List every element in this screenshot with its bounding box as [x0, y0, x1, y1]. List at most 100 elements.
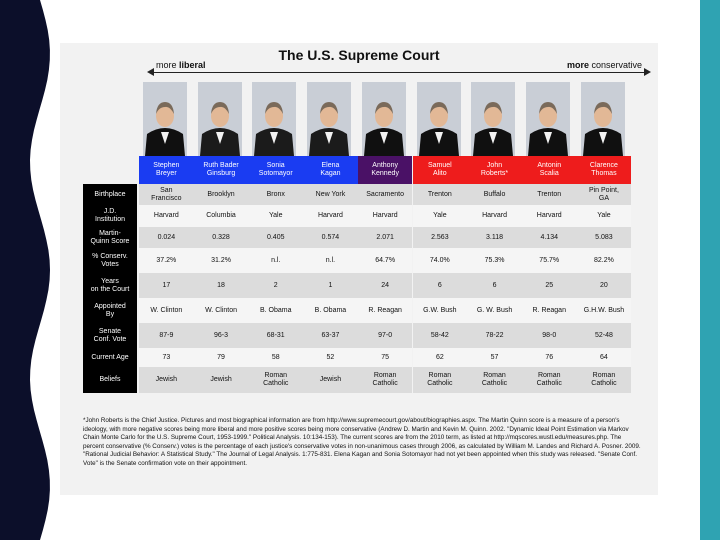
- justice-portrait: [252, 82, 297, 156]
- table-cell: 0.024: [139, 227, 194, 248]
- table-cell: Harvard: [521, 205, 577, 227]
- justice-name: Elena Kagan: [303, 156, 358, 184]
- table-cell: New York: [303, 184, 358, 205]
- ideology-axis-line: [153, 72, 645, 73]
- justice-name: Clarence Thomas: [576, 156, 632, 184]
- row-label: Martin- Quinn Score: [83, 227, 137, 248]
- table-cell: R. Reagan: [521, 298, 577, 323]
- table-cell: Harvard: [357, 205, 413, 227]
- more-liberal-label: more liberal: [156, 60, 206, 70]
- arrow-right-icon: [644, 68, 651, 76]
- table-cell: 96-3: [193, 323, 249, 348]
- table-cell: B. Obama: [303, 298, 358, 323]
- table-cell: Trenton: [521, 184, 577, 205]
- table-cell: 79: [193, 348, 249, 367]
- table-cell: 62: [412, 348, 468, 367]
- row-label: Senate Conf. Vote: [83, 323, 137, 348]
- table-cell: 75.7%: [521, 248, 577, 273]
- table-cell: 6: [467, 273, 522, 298]
- table-cell: San Francisco: [139, 184, 194, 205]
- justice-name: Antonin Scalia: [521, 156, 577, 184]
- table-cell: Pin Point, GA: [576, 184, 632, 205]
- table-cell: 75.3%: [467, 248, 522, 273]
- table-cell: W. Clinton: [193, 298, 249, 323]
- row-label: Current Age: [83, 348, 137, 367]
- table-cell: Buffalo: [467, 184, 522, 205]
- row-label: Appointed By: [83, 298, 137, 323]
- justice-name: Samuel Alito: [412, 156, 468, 184]
- table-cell: 3.118: [467, 227, 522, 248]
- justice-portrait: [307, 82, 352, 156]
- table-cell: Roman Catholic: [467, 367, 522, 393]
- table-cell: 31.2%: [193, 248, 249, 273]
- row-label: J.D. Institution: [83, 205, 137, 227]
- table-cell: Columbia: [193, 205, 249, 227]
- table-cell: 2.071: [357, 227, 413, 248]
- table-cell: 97-0: [357, 323, 413, 348]
- table-cell: 25: [521, 273, 577, 298]
- table-cell: 52-48: [576, 323, 632, 348]
- table-cell: Jewish: [303, 367, 358, 393]
- table-cell: Roman Catholic: [357, 367, 413, 393]
- justice-portrait: [416, 82, 461, 156]
- table-cell: G.H.W. Bush: [576, 298, 632, 323]
- table-cell: 6: [412, 273, 468, 298]
- justice-portrait: [580, 82, 625, 156]
- table-cell: 82.2%: [576, 248, 632, 273]
- justice-name: Sonia Sotomayor: [248, 156, 304, 184]
- justice-portrait: [143, 82, 187, 156]
- table-cell: Bronx: [248, 184, 304, 205]
- table-cell: 37.2%: [139, 248, 194, 273]
- justice-name: Anthony Kennedy: [357, 156, 413, 184]
- arrow-left-icon: [147, 68, 154, 76]
- more-conservative-label: more conservative: [566, 60, 642, 70]
- table-cell: 20: [576, 273, 632, 298]
- row-label: Beliefs: [83, 367, 137, 393]
- infographic-title: The U.S. Supreme Court: [278, 47, 440, 63]
- table-cell: 73: [139, 348, 194, 367]
- table-cell: 18: [193, 273, 249, 298]
- table-cell: 5.083: [576, 227, 632, 248]
- table-cell: 1: [303, 273, 358, 298]
- table-cell: 87-9: [139, 323, 194, 348]
- supreme-court-infographic: The U.S. Supreme Court more liberal more…: [60, 43, 658, 495]
- table-cell: G.W. Bush: [412, 298, 468, 323]
- table-cell: Roman Catholic: [521, 367, 577, 393]
- justice-portrait: [525, 82, 570, 156]
- table-cell: Harvard: [467, 205, 522, 227]
- justice-name: John Roberts*: [467, 156, 522, 184]
- row-label: Years on the Court: [83, 273, 137, 298]
- justice-portrait: [197, 82, 242, 156]
- table-cell: Yale: [412, 205, 468, 227]
- table-cell: n.l.: [303, 248, 358, 273]
- table-cell: W. Clinton: [139, 298, 194, 323]
- table-cell: 64: [576, 348, 632, 367]
- table-cell: Roman Catholic: [576, 367, 632, 393]
- table-cell: 17: [139, 273, 194, 298]
- table-cell: Sacramento: [357, 184, 413, 205]
- table-cell: Brooklyn: [193, 184, 249, 205]
- table-cell: 2.563: [412, 227, 468, 248]
- table-cell: 52: [303, 348, 358, 367]
- table-cell: 57: [467, 348, 522, 367]
- justice-name: Stephen Breyer: [139, 156, 194, 184]
- row-label: Birthplace: [83, 184, 137, 205]
- table-cell: 98-0: [521, 323, 577, 348]
- table-cell: 2: [248, 273, 304, 298]
- table-cell: 0.574: [303, 227, 358, 248]
- table-cell: 64.7%: [357, 248, 413, 273]
- table-cell: Harvard: [139, 205, 194, 227]
- table-cell: 24: [357, 273, 413, 298]
- table-cell: B. Obama: [248, 298, 304, 323]
- table-cell: Trenton: [412, 184, 468, 205]
- table-cell: Yale: [248, 205, 304, 227]
- table-cell: R. Reagan: [357, 298, 413, 323]
- table-cell: 78-22: [467, 323, 522, 348]
- table-cell: Roman Catholic: [248, 367, 304, 393]
- left-decorative-band: [0, 0, 50, 540]
- table-cell: Harvard: [303, 205, 358, 227]
- table-cell: 74.0%: [412, 248, 468, 273]
- table-cell: Yale: [576, 205, 632, 227]
- table-cell: 75: [357, 348, 413, 367]
- table-cell: 63-37: [303, 323, 358, 348]
